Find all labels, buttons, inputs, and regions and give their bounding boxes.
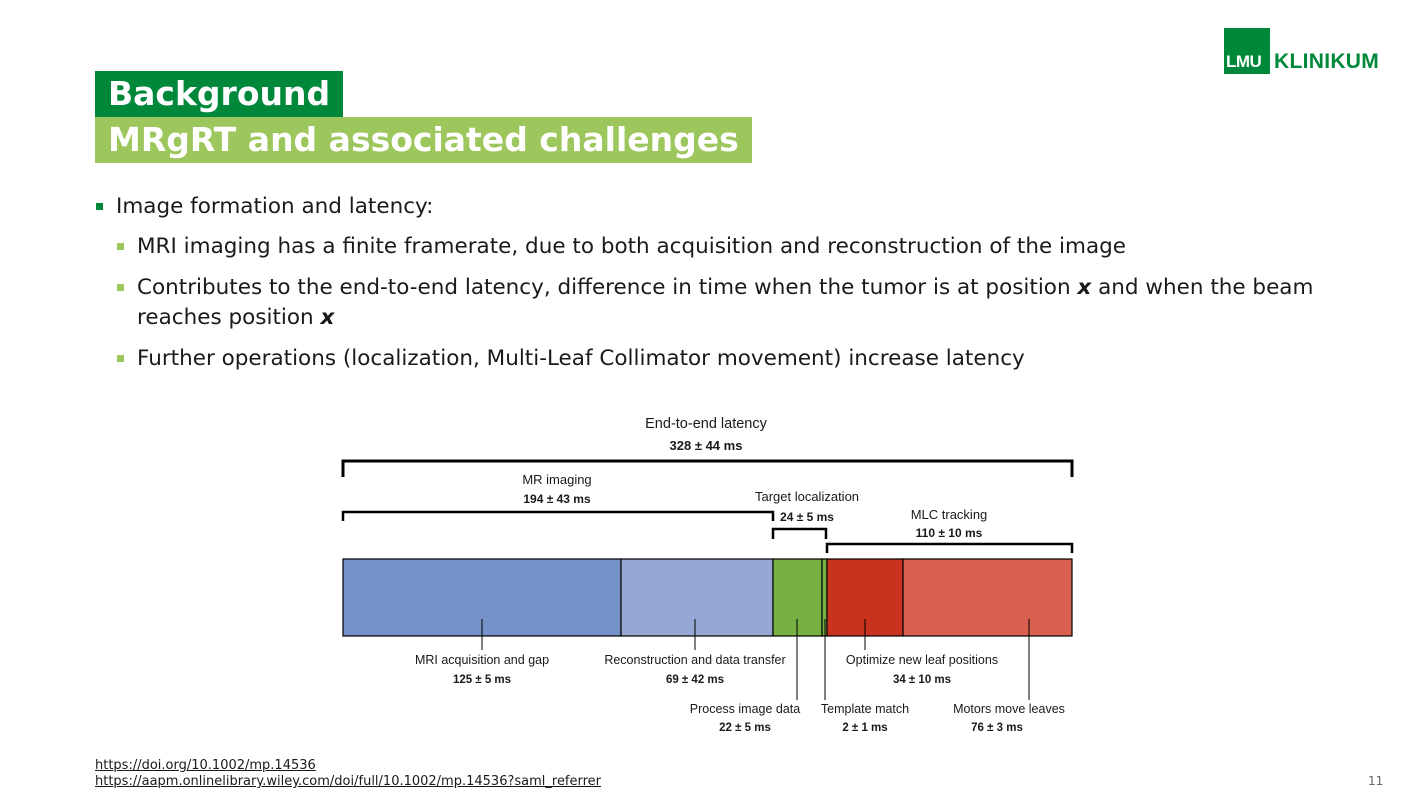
- slide-title: MRgRT and associated challenges: [95, 117, 752, 163]
- end-to-end-label: End-to-end latency: [645, 416, 767, 432]
- bullet-sub-latency: Contributes to the end-to-end latency, d…: [95, 273, 1325, 333]
- end-to-end-bracket: [341, 459, 1074, 477]
- mlc-tracking-value: 110 ± 10 ms: [916, 526, 983, 540]
- label-process-image: Process image data: [690, 702, 801, 716]
- segment-reconstruction: [620, 558, 774, 637]
- target-localization-label: Target localization: [755, 489, 859, 504]
- references: https://doi.org/10.1002/mp.14536 https:/…: [95, 758, 601, 790]
- mr-imaging-bracket: [341, 510, 775, 521]
- bullet-sub-latency-part1: Contributes to the end-to-end latency, d…: [137, 275, 1078, 300]
- bullet-sub-latency-part2: and when the beam reaches position: [137, 275, 1314, 330]
- logo-name: KLINIKUM: [1274, 50, 1380, 73]
- value-reconstruction: 69 ± 42 ms: [666, 674, 724, 686]
- mlc-tracking-bracket: [825, 542, 1074, 553]
- position-x-1: x: [1077, 275, 1092, 300]
- value-optimize-leaves: 34 ± 10 ms: [893, 674, 951, 686]
- target-localization-bracket: [771, 527, 828, 539]
- label-motors-move: Motors move leaves: [953, 702, 1065, 716]
- position-x-2: x: [320, 305, 335, 330]
- mlc-tracking-label: MLC tracking: [911, 507, 988, 522]
- bullet-sub-framerate: MRI imaging has a finite framerate, due …: [95, 232, 1325, 262]
- value-process-image: 22 ± 5 ms: [719, 722, 771, 734]
- logo-mark: LMU: [1224, 28, 1270, 74]
- logo-mark-text: LMU: [1226, 52, 1262, 71]
- label-template-match: Template match: [821, 702, 909, 716]
- lmu-klinikum-logo: LMU KLINIKUM: [1224, 28, 1379, 74]
- reference-link-wiley[interactable]: https://aapm.onlinelibrary.wiley.com/doi…: [95, 774, 602, 789]
- label-mri-acquisition: MRI acquisition and gap: [415, 653, 549, 667]
- bullet-main: Image formation and latency:: [95, 192, 1325, 222]
- bullet-sub-operations: Further operations (localization, Multi-…: [95, 344, 1325, 374]
- target-localization-value: 24 ± 5 ms: [780, 510, 834, 524]
- end-to-end-value: 328 ± 44 ms: [670, 438, 743, 453]
- value-mri-acquisition: 125 ± 5 ms: [453, 674, 511, 686]
- latency-diagram: End-to-end latency 328 ± 44 ms MR imagin…: [341, 416, 1074, 734]
- page-number: 11: [1368, 774, 1384, 788]
- mr-imaging-label: MR imaging: [522, 472, 591, 487]
- label-reconstruction: Reconstruction and data transfer: [604, 653, 785, 667]
- bullet-list: Image formation and latency: MRI imaging…: [95, 192, 1325, 385]
- mr-imaging-value: 194 ± 43 ms: [523, 492, 591, 506]
- reference-link-doi[interactable]: https://doi.org/10.1002/mp.14536: [95, 758, 316, 773]
- section-title: Background: [95, 71, 344, 117]
- label-optimize-leaves: Optimize new leaf positions: [846, 653, 998, 667]
- value-template-match: 2 ± 1 ms: [842, 722, 887, 734]
- value-motors-move: 76 ± 3 ms: [971, 722, 1023, 734]
- segment-motors-move: [902, 558, 1073, 637]
